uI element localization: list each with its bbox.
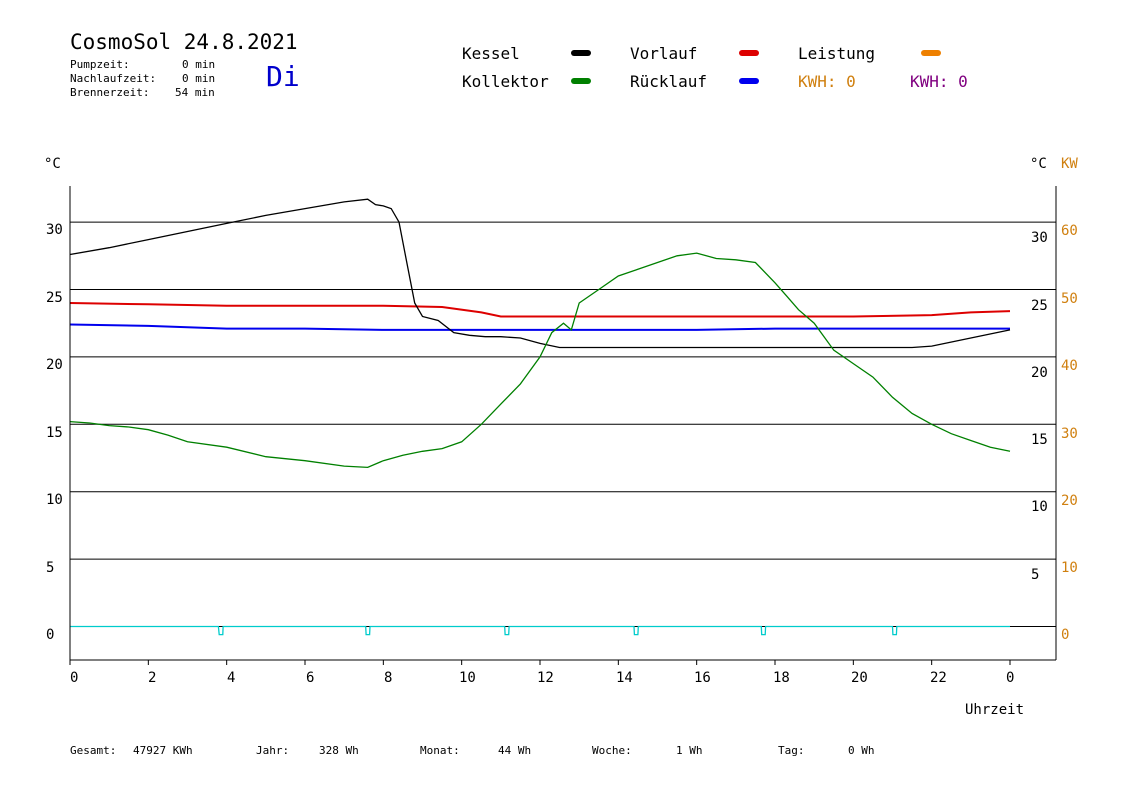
right-kw-tick-20: 20 (1061, 493, 1078, 509)
x-tick-6: 6 (306, 670, 315, 686)
left-axis-unit: °C (44, 156, 61, 172)
footer-value-jahr: 328 Wh (319, 744, 359, 757)
footer-label-tag: Tag: (778, 744, 805, 757)
stat-label-nachlaufzeit: Nachlaufzeit: (70, 72, 157, 85)
kwh-orange: KWH: 0 (798, 72, 856, 91)
legend-label-vorlauf: Vorlauf (630, 44, 698, 63)
x-tick-24: 0 (1006, 670, 1015, 686)
footer-value-monat: 44 Wh (498, 744, 532, 757)
legend-swatch-leistung (921, 50, 941, 56)
legend-label-leistung: Leistung (798, 44, 876, 63)
right-axis-unit-kw: KW (1061, 156, 1078, 172)
footer-value-gesamt: 47927 KWh (133, 744, 193, 757)
left-tick-10: 10 (46, 492, 63, 508)
axes-frame (69, 186, 1057, 665)
weekday-label: Di (266, 60, 300, 93)
stat-value-brennerzeit: 54 min (175, 86, 215, 99)
x-tick-18: 18 (773, 670, 790, 686)
series-line-vorlauf (69, 302, 1011, 318)
right-kw-tick-30: 30 (1061, 426, 1078, 442)
right-kw-tick-40: 40 (1061, 358, 1078, 374)
series-layer (69, 198, 1011, 636)
x-tick-0: 0 (70, 670, 79, 686)
x-tick-12: 12 (537, 670, 554, 686)
stat-label-brennerzeit: Brennerzeit: (70, 86, 150, 99)
left-tick-0: 0 (46, 627, 55, 643)
left-tick-15: 15 (46, 425, 63, 441)
right-tick-30: 30 (1031, 230, 1048, 246)
right-tick-15: 15 (1031, 432, 1048, 448)
x-tick-2: 2 (148, 670, 157, 686)
right-kw-tick-50: 50 (1061, 291, 1078, 307)
left-tick-5: 5 (46, 560, 55, 576)
x-tick-14: 14 (616, 670, 633, 686)
series-line-kollektor (69, 252, 1011, 469)
right-axis-unit: °C (1030, 156, 1047, 172)
series-line-kessel (69, 198, 1011, 349)
legend-label-kessel: Kessel (462, 44, 520, 63)
stat-label-pumpzeit: Pumpzeit: (70, 58, 130, 71)
right-kw-tick-0: 0 (1061, 627, 1070, 643)
footer-value-woche: 1 Wh (676, 744, 703, 757)
footer-label-gesamt: Gesamt: (70, 744, 117, 757)
x-tick-16: 16 (694, 670, 711, 686)
stat-value-pumpzeit: 0 min (182, 58, 216, 71)
left-tick-30: 30 (46, 222, 63, 238)
x-tick-22: 22 (930, 670, 947, 686)
left-tick-25: 25 (46, 290, 63, 306)
right-tick-25: 25 (1031, 298, 1048, 314)
footer-label-woche: Woche: (592, 744, 632, 757)
footer-label-monat: Monat: (420, 744, 460, 757)
grid-lines (70, 221, 1056, 627)
x-tick-4: 4 (227, 670, 236, 686)
x-tick-10: 10 (459, 670, 476, 686)
right-kw-tick-60: 60 (1061, 223, 1078, 239)
legend-label-ruecklauf: Rücklauf (630, 72, 708, 91)
x-tick-20: 20 (851, 670, 868, 686)
left-tick-20: 20 (46, 357, 63, 373)
series-line-ruecklauf (69, 323, 1010, 331)
stat-value-nachlaufzeit: 0 min (182, 72, 216, 85)
footer-label-jahr: Jahr: (256, 744, 290, 757)
legend-swatch-vorlauf (739, 50, 759, 56)
chart-title: CosmoSol 24.8.2021 (70, 30, 298, 54)
right-kw-tick-10: 10 (1061, 560, 1078, 576)
series-line-leistung (70, 625, 1010, 636)
legend-swatch-kessel (571, 50, 591, 56)
right-tick-5: 5 (1031, 567, 1040, 583)
kwh-purple: KWH: 0 (910, 72, 968, 91)
x-tick-8: 8 (384, 670, 393, 686)
footer-value-tag: 0 Wh (848, 744, 875, 757)
right-tick-10: 10 (1031, 499, 1048, 515)
x-axis-label: Uhrzeit (965, 702, 1025, 718)
right-tick-20: 20 (1031, 365, 1048, 381)
legend-label-kollektor: Kollektor (462, 72, 549, 91)
legend-swatch-kollektor (571, 78, 591, 84)
legend-swatch-ruecklauf (739, 78, 759, 84)
